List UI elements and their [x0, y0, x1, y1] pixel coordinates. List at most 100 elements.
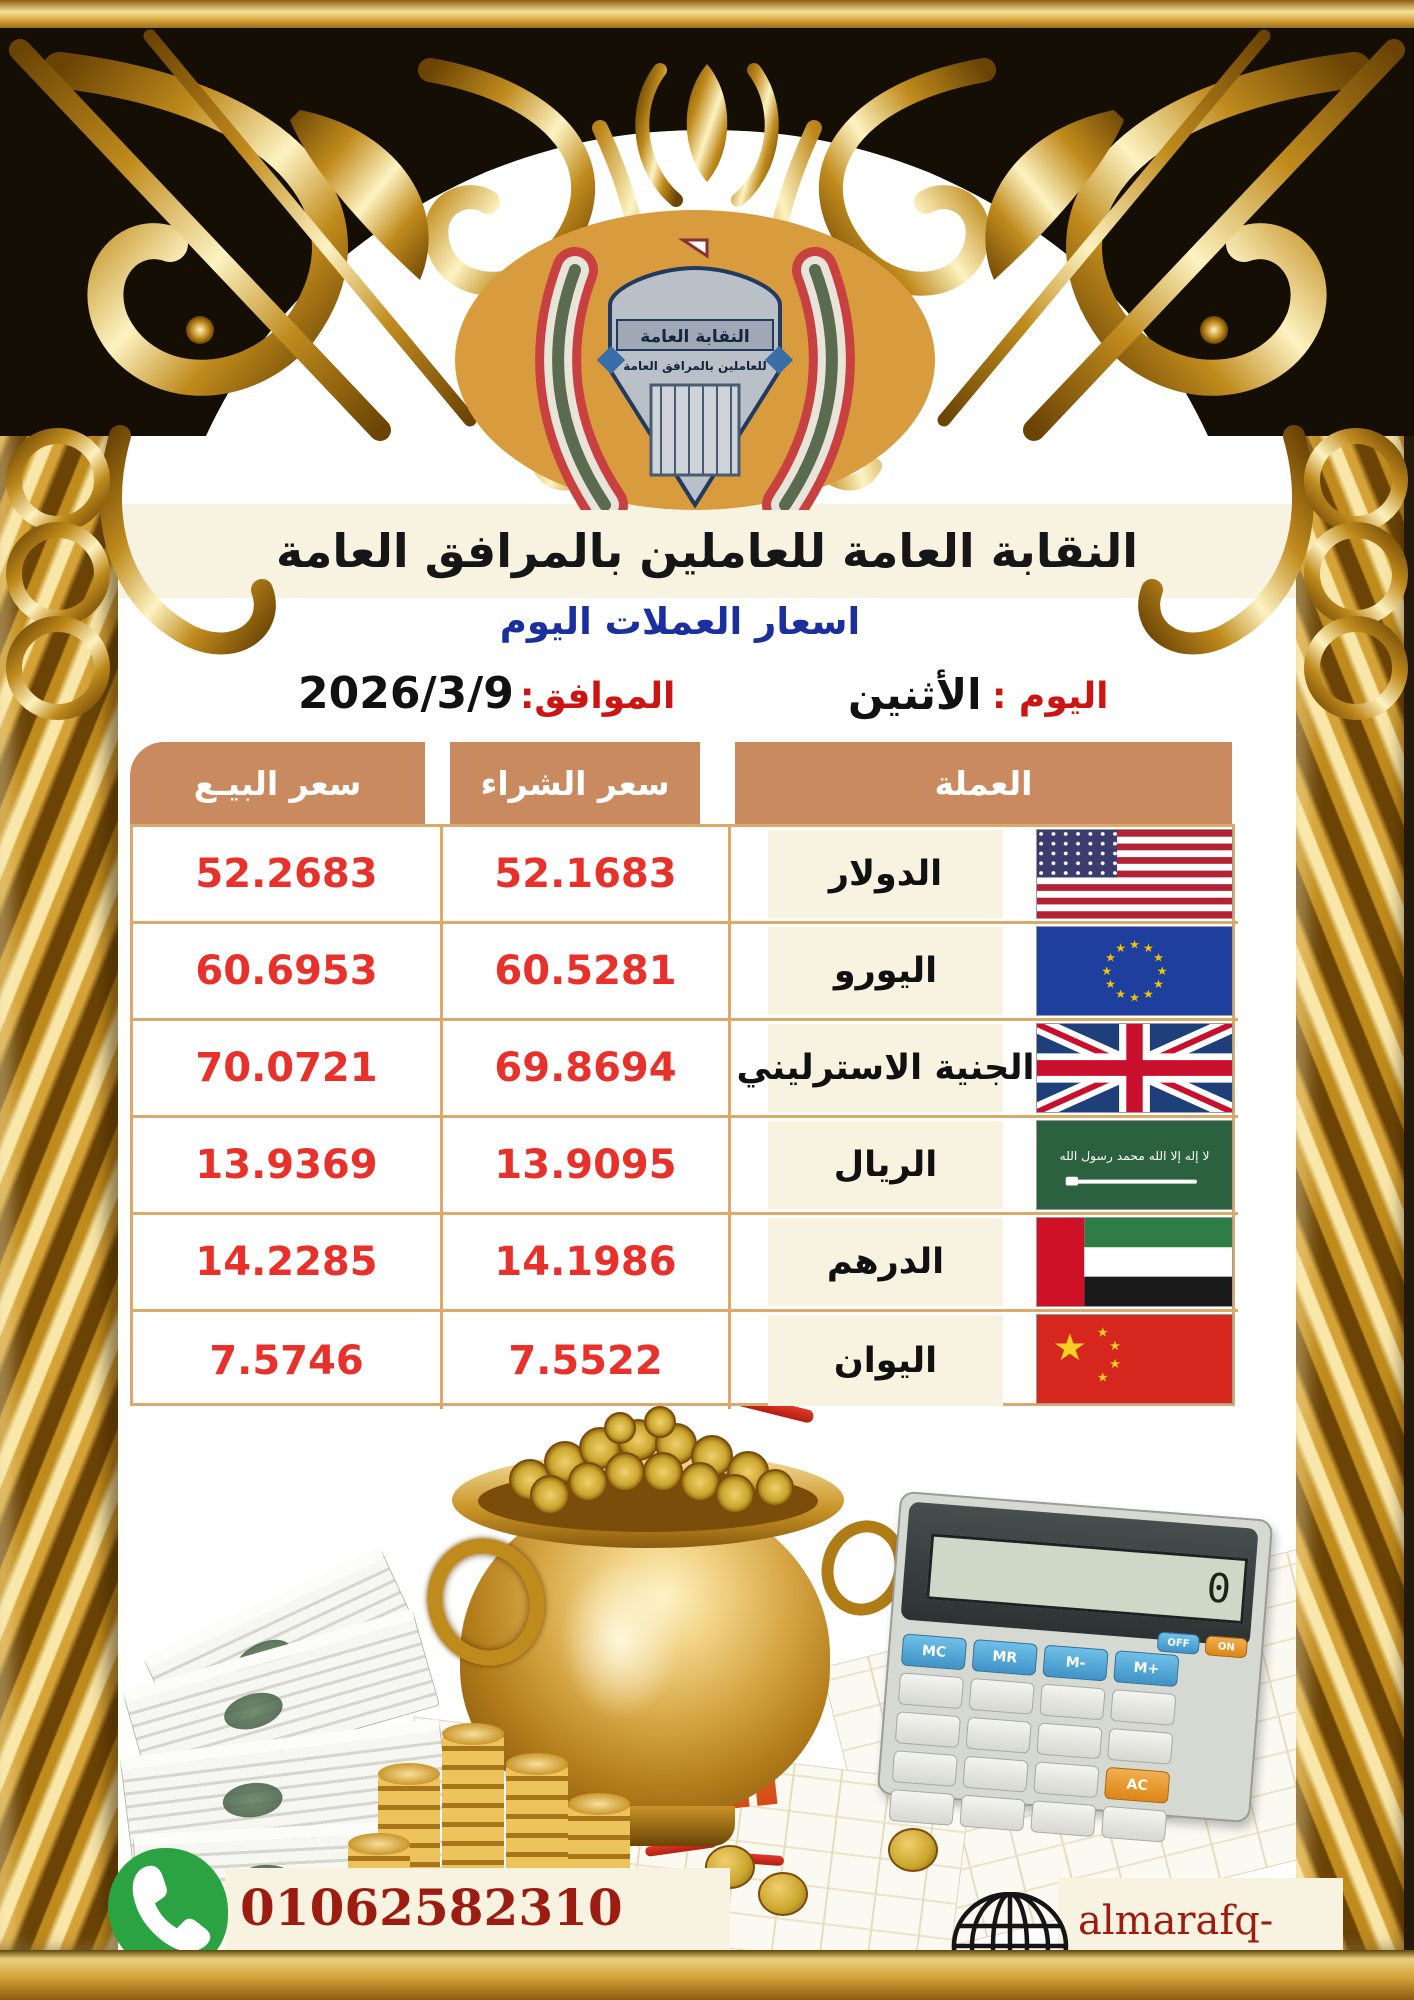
m-plus-key: M+: [1113, 1650, 1180, 1688]
table-row-currency: الدولار: [731, 827, 1238, 924]
sell-price: 13.9369: [133, 1118, 443, 1215]
currency-name: اليوان: [833, 1340, 938, 1381]
table-row-currency: الجنية الاسترليني: [731, 1021, 1238, 1118]
mr-key: MR: [971, 1639, 1038, 1676]
svg-text:★: ★: [1105, 951, 1116, 965]
logo-emblem: النقابة العامة للعاملين بالمرافق العامة: [535, 238, 855, 510]
svg-text:★: ★: [1143, 941, 1154, 955]
buy-price: 13.9095: [443, 1118, 731, 1215]
logo-shield-text-1: النقابة العامة: [640, 327, 749, 347]
svg-text:★: ★: [1109, 1339, 1121, 1354]
header-currency: العملة: [735, 742, 1232, 824]
buy-price: 14.1986: [443, 1215, 731, 1312]
calc-key: [1033, 1761, 1100, 1799]
date-label: الموافق:: [520, 676, 676, 717]
svg-text:★: ★: [1052, 1326, 1087, 1369]
ac-key: AC: [1103, 1766, 1171, 1804]
egypt-flag-ribbon-left: [535, 247, 628, 510]
gold-coin: [888, 1828, 938, 1872]
calc-key: [959, 1794, 1026, 1832]
svg-text:★: ★: [1115, 987, 1126, 1001]
svg-text:★: ★: [1097, 1371, 1109, 1386]
uk-flag: [1036, 1023, 1233, 1113]
sell-price: 7.5746: [133, 1312, 443, 1409]
m-minus-key: M-: [1042, 1644, 1109, 1682]
frame-top-bar: [0, 0, 1414, 34]
buy-price: 7.5522: [443, 1312, 731, 1409]
svg-text:★: ★: [1143, 987, 1154, 1001]
day-date-row: 2026/3/9 الموافق: الأثنين اليوم :: [118, 662, 1296, 736]
china-flag: ★ ★★ ★★: [1036, 1314, 1233, 1404]
rates-table: 52.2683 52.1683 الدولار 60.6953: [130, 824, 1238, 1409]
gold-twisted-column-right: [1296, 330, 1414, 1950]
gold-frame-bottom-bar: [0, 1950, 1414, 2000]
header-buy-price: سعر الشراء: [450, 742, 700, 824]
page-title: النقابة العامة للعاملين بالمرافق العامة: [275, 524, 1139, 578]
eu-flag: ★ ★★ ★★★ ★★★ ★★★: [1036, 926, 1233, 1016]
calc-key: [888, 1788, 955, 1826]
table-row-currency: الدرهم: [731, 1215, 1238, 1312]
off-key: OFF: [1156, 1631, 1201, 1655]
saudi-inscription: لا إله إلا الله محمد رسول الله: [1059, 1149, 1209, 1164]
buy-price: 52.1683: [443, 827, 731, 924]
on-key: ON: [1204, 1635, 1248, 1659]
footer-site-panel: [1058, 1878, 1343, 1952]
title-band: النقابة العامة للعاملين بالمرافق العامة: [118, 504, 1296, 598]
currency-name: اليورو: [833, 951, 938, 991]
uae-flag: [1036, 1217, 1233, 1307]
buy-price: 69.8694: [443, 1021, 731, 1118]
phone-handset-icon: [132, 1865, 211, 1952]
calc-key: [891, 1750, 958, 1788]
gold-coin: [758, 1872, 808, 1916]
saudi-flag: لا إله إلا الله محمد رسول الله: [1036, 1120, 1233, 1210]
table-row-currency: الريال لا إله إلا الله محمد رسول الله: [731, 1118, 1238, 1215]
sell-price: 60.6953: [133, 924, 443, 1021]
svg-text:★: ★: [1101, 964, 1112, 978]
sell-price: 52.2683: [133, 827, 443, 924]
svg-text:★: ★: [1097, 1326, 1109, 1341]
phone-number: 01062582310: [240, 1878, 623, 1937]
calc-key: [894, 1711, 962, 1749]
footer-phone-panel: [225, 1868, 730, 1952]
calculator-top-panel: 0: [900, 1501, 1259, 1647]
day-value: الأثنين: [848, 670, 982, 719]
usa-flag: [1036, 829, 1233, 919]
union-logo: النقابة العامة للعاملين بالمرافق العامة: [455, 210, 935, 510]
currency-name: الجنية الاسترليني: [736, 1048, 1035, 1088]
svg-text:★: ★: [1109, 1357, 1121, 1372]
svg-text:★: ★: [1153, 977, 1164, 991]
buy-price: 60.5281: [443, 924, 731, 1021]
currency-name-box: الدرهم: [768, 1218, 1003, 1306]
calc-key: [1110, 1689, 1177, 1726]
svg-text:★: ★: [1115, 941, 1126, 955]
calculator-keypad: MC MR M- M+ AC: [888, 1633, 1248, 1843]
date-value: 2026/3/9: [298, 668, 514, 719]
calc-key: [962, 1755, 1029, 1793]
calc-key: [965, 1716, 1032, 1754]
page-subtitle: اسعار العملات اليوم: [499, 600, 861, 643]
calc-key: [1036, 1722, 1103, 1760]
table-row-currency: اليورو ★ ★ ★ ★ ★ ★ ★ ★ ★ ★ ★ ★: [731, 924, 1238, 1021]
frame-center-ornament: [635, 63, 779, 207]
calc-key: [1100, 1805, 1168, 1843]
day-label: اليوم :: [992, 676, 1109, 717]
calc-key: [1107, 1727, 1174, 1765]
currency-name-box: الدولار: [768, 830, 1003, 918]
gold-coins-heap: [509, 1406, 794, 1515]
header-sell-price: سعر البيـع: [130, 742, 425, 824]
table-row-currency: اليوان ★ ★ ★ ★ ★: [731, 1312, 1238, 1409]
logo-shield-text-2: للعاملين بالمرافق العامة: [623, 359, 766, 373]
svg-text:★: ★: [1129, 991, 1140, 1005]
svg-text:★: ★: [1105, 977, 1116, 991]
calc-key: [1030, 1800, 1097, 1838]
currency-name: الريال: [833, 1145, 938, 1185]
calc-key: [1039, 1683, 1106, 1721]
svg-text:★: ★: [1157, 964, 1168, 978]
gold-twisted-column-left: [0, 330, 118, 1950]
calc-key: [897, 1672, 965, 1710]
currency-name-box: اليوان: [768, 1315, 1003, 1406]
calculator: 0 OFF ON MC MR M- M+: [876, 1490, 1274, 1843]
calculator-display: 0: [926, 1533, 1249, 1625]
currency-name-box: الجنية الاسترليني: [737, 1024, 1035, 1112]
